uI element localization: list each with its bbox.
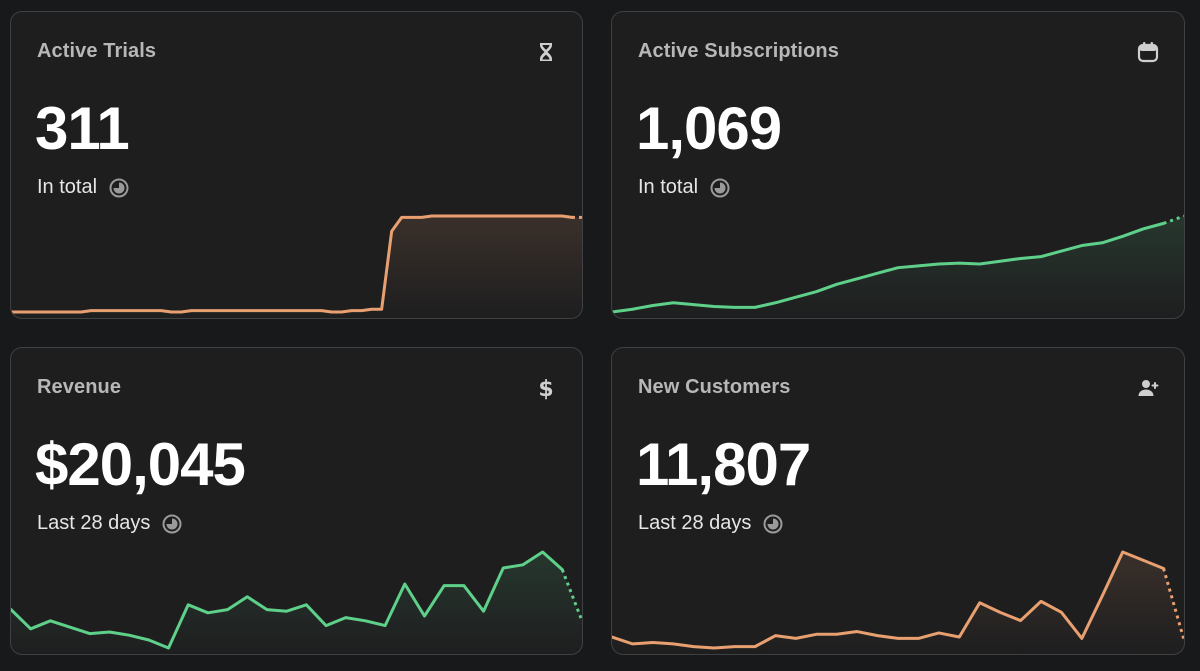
dollar-icon: $ <box>538 377 553 400</box>
card-active-subscriptions[interactable]: Active Subscriptions 1,069 In total <box>611 11 1185 319</box>
card-title: Active Trials <box>37 40 157 62</box>
sparkline-area <box>612 552 1184 654</box>
metric-period: Last 28 days <box>638 512 752 534</box>
metric-value: $20,045 <box>35 431 246 498</box>
card-active-trials[interactable]: Active Trials 311 In total <box>10 11 583 319</box>
metric-subtitle: In total <box>37 176 129 199</box>
metric-subtitle: Last 28 days <box>638 512 783 535</box>
sparkline-area <box>11 216 582 318</box>
card-title: Active Subscriptions <box>638 40 839 62</box>
metric-period: In total <box>638 176 699 198</box>
metric-period: In total <box>37 176 98 198</box>
metric-value: 311 <box>35 95 130 162</box>
svg-text:$: $ <box>538 377 553 400</box>
sparkline-chart <box>612 534 1184 654</box>
metric-period: Last 28 days <box>37 512 151 534</box>
sparkline-projection <box>562 570 582 621</box>
add-user-icon <box>1138 380 1159 396</box>
pie-info-icon[interactable] <box>763 514 783 534</box>
sparkline-chart <box>612 198 1184 318</box>
card-new-customers[interactable]: New Customers 11,807 Last 28 days <box>611 347 1185 655</box>
pie-info-icon[interactable] <box>109 178 129 198</box>
sparkline-line <box>612 552 1164 648</box>
metric-value: 11,807 <box>636 431 811 498</box>
calendar-icon <box>1137 42 1159 63</box>
card-title: Revenue <box>37 376 122 398</box>
sparkline-line <box>11 216 572 312</box>
pie-info-icon[interactable] <box>710 178 730 198</box>
sparkline-chart <box>11 198 582 318</box>
metric-subtitle: In total <box>638 176 730 199</box>
sparkline-line <box>11 552 562 648</box>
sparkline-line <box>612 223 1164 312</box>
card-revenue[interactable]: Revenue $ $20,045 Last 28 days <box>10 347 583 655</box>
sparkline-projection <box>1164 568 1184 639</box>
sparkline-area <box>612 216 1184 318</box>
sparkline-chart <box>11 534 582 654</box>
card-title: New Customers <box>638 376 791 398</box>
metric-subtitle: Last 28 days <box>37 512 182 535</box>
sparkline-area <box>11 552 582 654</box>
hourglass-icon <box>540 43 552 61</box>
metric-value: 1,069 <box>636 95 782 162</box>
pie-info-icon[interactable] <box>162 514 182 534</box>
